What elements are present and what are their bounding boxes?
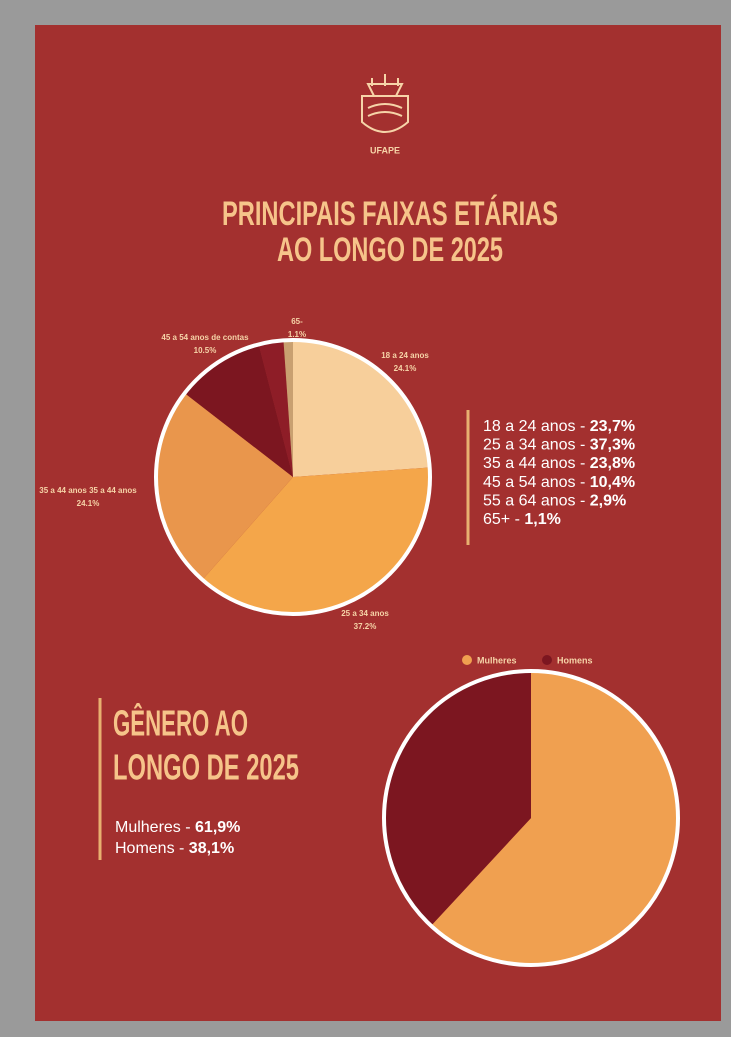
legend-separator: - (576, 455, 590, 472)
legend-item: Homens - 38,1% (115, 840, 234, 857)
legend-item: 45 a 54 anos - 10,4% (483, 474, 635, 491)
slice-callout: 45 a 54 anos de contas (161, 333, 249, 342)
legend-label: 18 a 24 anos (483, 418, 576, 435)
legend-value: 2,9% (590, 493, 626, 510)
legend-separator: - (576, 474, 590, 491)
chart-title: PRINCIPAIS FAIXAS ETÁRIAS (222, 195, 558, 233)
legend-value: 37,3% (590, 437, 635, 454)
legend-separator: - (175, 840, 189, 857)
slice-callout-value: 37.2% (354, 622, 377, 631)
legend-label: 25 a 34 anos (483, 437, 576, 454)
slice-callout-value: 10.5% (194, 346, 217, 355)
chart-title: GÊNERO AO (113, 702, 248, 744)
slice-callout-value: 1.1% (288, 330, 306, 339)
legend-item: 35 a 44 anos - 23,8% (483, 455, 635, 472)
legend-value: 10,4% (590, 474, 635, 491)
slice-callout-value: 24.1% (77, 499, 100, 508)
legend-value: 1,1% (524, 511, 560, 528)
slice-callout: 35 a 44 anos 35 a 44 anos (39, 486, 137, 495)
slice-callout: 25 a 34 anos (341, 609, 389, 618)
legend-label: 55 a 64 anos (483, 493, 576, 510)
legend-label: Mulheres (115, 819, 181, 836)
legend-label: Mulheres (477, 655, 517, 665)
legend-label: 35 a 44 anos (483, 455, 576, 472)
legend-item: 25 a 34 anos - 37,3% (483, 437, 635, 454)
legend-separator: - (576, 493, 590, 510)
chart-title: LONGO DE 2025 (113, 747, 299, 788)
legend-swatch (462, 655, 472, 665)
chart-title: AO LONGO DE 2025 (277, 231, 503, 269)
legend-separator: - (576, 418, 590, 435)
legend-value: 61,9% (195, 819, 240, 836)
legend-value: 23,7% (590, 418, 635, 435)
legend-value: 38,1% (189, 840, 234, 857)
legend-item: 18 a 24 anos - 23,7% (483, 418, 635, 435)
slice-callout: 18 a 24 anos (381, 351, 429, 360)
legend-value: 23,8% (590, 455, 635, 472)
legend-separator: - (510, 511, 524, 528)
legend-label: Homens (557, 655, 593, 665)
legend-separator: - (181, 819, 195, 836)
legend-swatch (542, 655, 552, 665)
legend-label: 45 a 54 anos (483, 474, 576, 491)
legend-item: 65+ - 1,1% (483, 511, 561, 528)
legend-item: 55 a 64 anos - 2,9% (483, 493, 626, 510)
legend-label: 65+ (483, 511, 510, 528)
legend-label: Homens (115, 840, 175, 857)
legend-item: Mulheres - 61,9% (115, 819, 240, 836)
logo-text: UFAPE (370, 145, 400, 155)
legend-separator: - (576, 437, 590, 454)
slice-callout: 65- (291, 317, 303, 326)
infographic: UFAPE PRINCIPAIS FAIXAS ETÁRIAS AO LONGO… (0, 0, 731, 1037)
slice-callout-value: 24.1% (394, 364, 417, 373)
